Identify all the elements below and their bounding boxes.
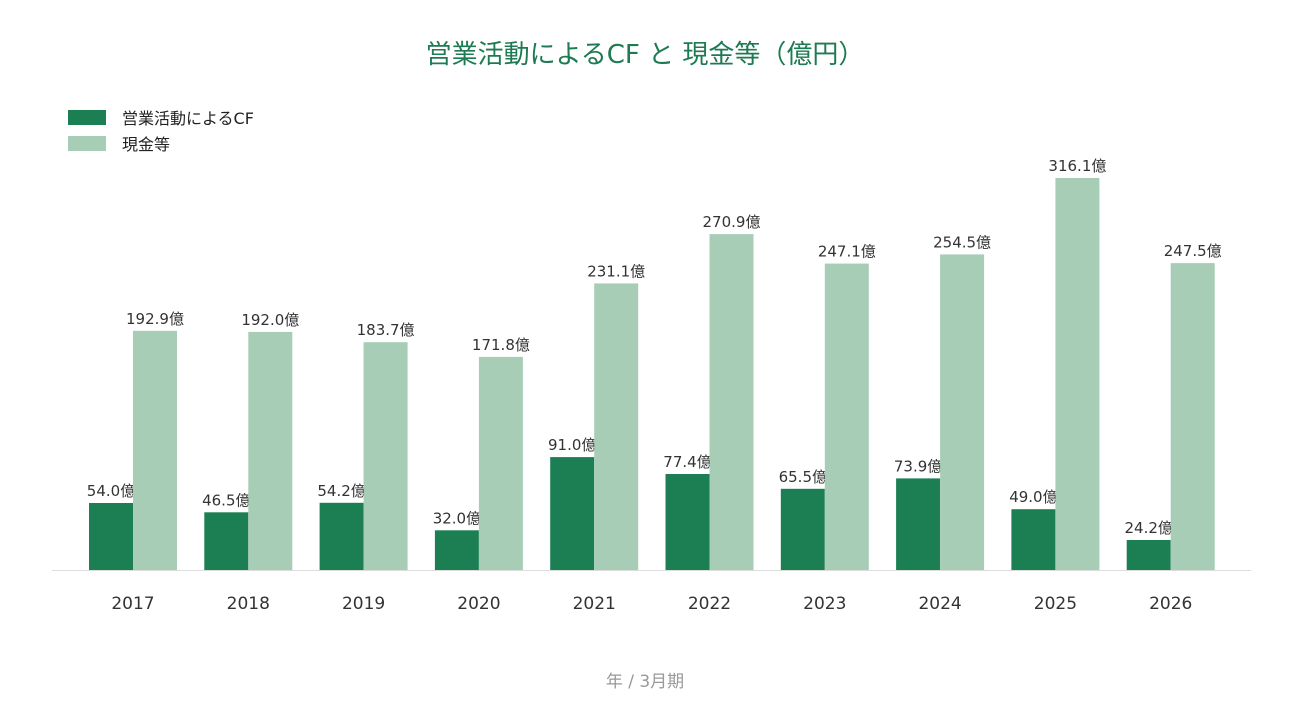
bar-operating-cf-2017 <box>89 503 133 570</box>
x-tick-label-2025: 2025 <box>1034 594 1077 614</box>
legend-swatch-cash <box>68 135 106 151</box>
x-tick-label-2024: 2024 <box>918 594 961 614</box>
x-tick-label-2017: 2017 <box>111 594 154 614</box>
x-tick-label-2019: 2019 <box>342 594 385 614</box>
legend-label-cash: 現金等 <box>122 135 171 154</box>
data-label-cash-2020: 171.8億 <box>472 336 530 354</box>
bar-cash-2017 <box>133 330 177 570</box>
bar-operating-cf-2025 <box>1011 509 1056 570</box>
bar-operating-cf-2026 <box>1126 540 1171 570</box>
bar-cash-2024 <box>940 254 985 570</box>
x-tick-label-2026: 2026 <box>1149 594 1192 614</box>
data-label-cash-2017: 192.9億 <box>126 310 184 328</box>
bar-operating-cf-2020 <box>434 530 479 570</box>
data-label-cash-2025: 316.1億 <box>1048 157 1106 175</box>
bar-cash-2021 <box>594 283 639 570</box>
data-label-operating-cf-2018: 46.5億 <box>202 491 250 509</box>
bar-operating-cf-2018 <box>204 512 249 570</box>
data-label-operating-cf-2020: 32.0億 <box>433 509 481 527</box>
bar-cash-2019 <box>363 342 408 570</box>
bar-operating-cf-2023 <box>780 488 825 570</box>
legend-label-operating-cf: 営業活動によるCF <box>122 109 254 128</box>
bar-cash-2018 <box>248 331 293 570</box>
legend-item-operating-cf: 営業活動によるCF <box>68 104 254 130</box>
data-label-cash-2019: 183.7億 <box>357 321 415 339</box>
bar-operating-cf-2019 <box>319 502 364 570</box>
x-tick-label-2022: 2022 <box>688 594 731 614</box>
data-label-cash-2023: 247.1億 <box>818 243 876 261</box>
x-tick-label-2021: 2021 <box>573 594 616 614</box>
legend: 営業活動によるCF 現金等 <box>68 104 254 156</box>
data-label-operating-cf-2023: 65.5億 <box>779 468 827 486</box>
chart-title: 営業活動によるCF と 現金等（億円） <box>425 40 865 70</box>
data-label-operating-cf-2017: 54.0億 <box>87 482 135 500</box>
bar-cash-2020 <box>478 356 523 570</box>
bar-cash-2025 <box>1055 178 1100 570</box>
legend-item-cash: 現金等 <box>68 130 254 156</box>
data-label-operating-cf-2026: 24.2億 <box>1124 519 1172 537</box>
data-label-cash-2018: 192.0億 <box>241 311 299 329</box>
x-tick-label-2018: 2018 <box>227 594 270 614</box>
legend-swatch-operating-cf <box>68 109 106 125</box>
bar-operating-cf-2024 <box>896 478 941 570</box>
data-label-cash-2022: 270.9億 <box>703 213 761 231</box>
x-tick-label-2023: 2023 <box>803 594 846 614</box>
data-label-cash-2026: 247.5億 <box>1164 242 1222 260</box>
bar-operating-cf-2021 <box>550 457 595 570</box>
data-label-cash-2024: 254.5億 <box>933 233 991 251</box>
data-label-operating-cf-2025: 49.0億 <box>1009 488 1057 506</box>
x-axis-title: 年 / 3月期 <box>605 672 685 692</box>
data-label-operating-cf-2024: 73.9億 <box>894 457 942 475</box>
bar-cash-2023 <box>824 263 869 570</box>
data-label-cash-2021: 231.1億 <box>587 262 645 280</box>
bar-cash-2026 <box>1170 263 1215 570</box>
bar-operating-cf-2022 <box>665 474 710 570</box>
bar-cash-2022 <box>709 234 754 570</box>
data-label-operating-cf-2022: 77.4億 <box>663 453 711 471</box>
data-label-operating-cf-2019: 54.2億 <box>317 482 365 500</box>
data-label-operating-cf-2021: 91.0億 <box>548 436 596 454</box>
x-tick-label-2020: 2020 <box>457 594 500 614</box>
